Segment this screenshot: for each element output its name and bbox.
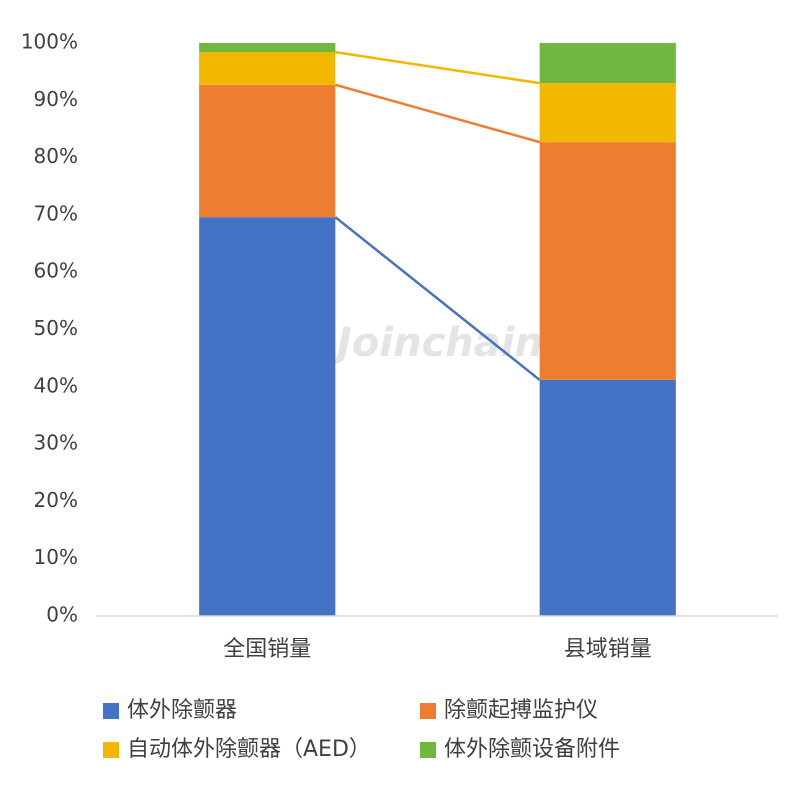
connector-line (335, 83, 540, 144)
bar-segment (199, 52, 336, 85)
bar-segment (539, 83, 676, 143)
connector-line (334, 216, 541, 381)
bar-segment (199, 84, 336, 218)
legend-label: 自动体外除颤器（AED） (127, 737, 371, 762)
bar-segment (199, 217, 336, 616)
x-tick-label: 全国销量 (223, 637, 311, 662)
bar-segment (539, 43, 676, 84)
y-tick-label: 10% (34, 545, 78, 569)
legend-swatch (103, 703, 119, 719)
legend-label: 体外除颤设备附件 (444, 737, 620, 762)
legend-swatch (103, 742, 119, 758)
y-tick-label: 70% (34, 201, 78, 225)
legend-label: 除颤起搏监护仪 (444, 698, 598, 723)
y-tick-label: 90% (34, 87, 78, 111)
y-tick-label: 30% (34, 431, 78, 455)
y-tick-label: 20% (34, 488, 78, 512)
connector-line (335, 50, 540, 85)
bar-segment (199, 43, 336, 53)
y-tick-label: 100% (21, 30, 78, 54)
watermark: Joinchain (330, 320, 543, 366)
bar-segment (539, 379, 676, 616)
y-tick-label: 0% (46, 603, 78, 627)
legend-swatch (420, 703, 436, 719)
y-tick-label: 40% (34, 373, 78, 397)
x-tick-label: 县域销量 (564, 637, 652, 662)
y-tick-label: 60% (34, 259, 78, 283)
bar-segment (539, 142, 676, 380)
legend-swatch (420, 742, 436, 758)
y-tick-label: 80% (34, 144, 78, 168)
y-tick-label: 50% (34, 316, 78, 340)
legend-label: 体外除颤器 (127, 698, 237, 723)
